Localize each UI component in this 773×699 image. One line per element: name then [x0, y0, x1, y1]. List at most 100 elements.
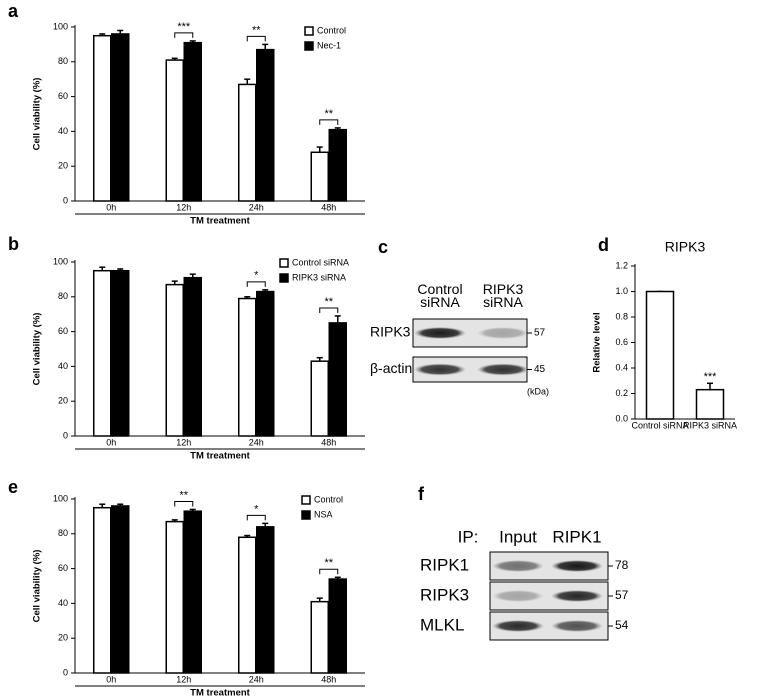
row-label: MLKL	[420, 615, 464, 634]
bar	[238, 83, 257, 202]
bar	[256, 48, 275, 202]
y-tick-label: 40	[58, 598, 68, 608]
x-axis-label: TM treatment	[190, 451, 250, 462]
bar	[165, 520, 184, 674]
legend-swatch	[279, 273, 289, 283]
bar	[328, 128, 347, 202]
blot-band	[414, 327, 466, 339]
y-tick-label: 20	[58, 161, 68, 171]
blot-band	[477, 327, 529, 339]
legend-label: NSA	[314, 509, 333, 519]
chart-title: RIPK3	[665, 239, 706, 255]
y-tick-label: 80	[58, 291, 68, 301]
bar	[310, 360, 329, 437]
blot-band	[492, 590, 544, 602]
significance-label: **	[324, 108, 333, 120]
significance-label: ***	[704, 371, 718, 383]
x-tick-label: Control siRNA	[631, 420, 688, 430]
panel-label: f	[418, 484, 425, 504]
legend-label: Nec-1	[317, 40, 341, 50]
legend-swatch	[301, 510, 311, 520]
x-tick-label: 0h	[106, 674, 116, 684]
kda-label: 54	[615, 618, 629, 632]
bar	[310, 600, 329, 674]
x-axis-label: TM treatment	[190, 688, 250, 699]
bar	[93, 269, 112, 437]
significance-label: **	[252, 24, 261, 36]
x-tick-label: 48h	[321, 674, 336, 684]
y-axis-label: Cell viability (%)	[32, 313, 43, 386]
x-tick-label: 24h	[249, 202, 264, 212]
y-tick-label: 0.8	[615, 311, 628, 321]
blot-band	[551, 560, 603, 572]
row-label: RIPK3	[420, 585, 469, 604]
significance-label: **	[179, 489, 188, 501]
panel-label: d	[598, 235, 609, 255]
legend-label: Control	[317, 25, 346, 35]
x-tick-label: 48h	[321, 202, 336, 212]
bar	[695, 388, 725, 420]
y-tick-label: 0.2	[615, 388, 628, 398]
bar	[238, 297, 257, 437]
x-tick-label: 0h	[106, 202, 116, 212]
x-tick-label: 0h	[106, 437, 116, 447]
y-tick-label: 20	[58, 396, 68, 406]
ip-label: IP:	[458, 527, 479, 546]
y-tick-label: 0	[63, 667, 68, 677]
kda-label: 45	[534, 364, 546, 375]
x-tick-label: 12h	[176, 674, 191, 684]
y-tick-label: 1.0	[615, 286, 628, 296]
y-tick-label: 40	[58, 126, 68, 136]
x-tick-label: 12h	[176, 202, 191, 212]
significance-bracket	[246, 514, 266, 521]
bar	[111, 33, 130, 202]
lane-label: siRNA	[483, 294, 523, 310]
legend-swatch	[304, 26, 314, 36]
bar	[93, 34, 112, 202]
blot-band	[414, 363, 466, 376]
bar	[328, 578, 347, 674]
lane-label: Control	[417, 281, 462, 297]
y-tick-label: 0.0	[615, 413, 628, 423]
significance-bracket	[319, 119, 339, 125]
y-tick-label: 0	[63, 195, 68, 205]
x-tick-label: 24h	[249, 674, 264, 684]
significance-label: *	[254, 270, 259, 282]
x-tick-label: 48h	[321, 437, 336, 447]
significance-bracket	[319, 568, 339, 575]
y-tick-label: 0.4	[615, 362, 628, 372]
significance-bracket	[246, 35, 266, 42]
row-label: RIPK3	[370, 324, 411, 340]
significance-label: **	[324, 296, 333, 308]
significance-bracket	[174, 32, 194, 38]
legend-label: RIPK3 siRNA	[292, 272, 346, 282]
y-tick-label: 60	[58, 91, 68, 101]
blot-band	[551, 590, 603, 602]
significance-bracket	[319, 307, 339, 313]
legend-swatch	[304, 41, 314, 51]
legend-swatch	[279, 258, 289, 268]
panel-label: a	[8, 1, 19, 21]
bar	[183, 276, 202, 437]
y-axis-label: Cell viability (%)	[32, 550, 43, 623]
bar	[165, 283, 184, 437]
bar	[238, 536, 257, 674]
x-axis-label: TM treatment	[190, 216, 250, 227]
panel-label: c	[378, 237, 388, 257]
y-tick-label: 100	[53, 493, 68, 503]
y-tick-label: 60	[58, 326, 68, 336]
y-tick-label: 40	[58, 361, 68, 371]
significance-label: ***	[177, 21, 191, 33]
bar	[183, 510, 202, 674]
lane-label: RIPK3	[483, 281, 524, 297]
bar	[183, 41, 202, 202]
x-tick-label: RIPK3 siRNA	[683, 420, 737, 430]
panel-label: e	[8, 477, 18, 497]
y-tick-label: 60	[58, 563, 68, 573]
bar	[328, 322, 347, 437]
bar	[256, 526, 275, 674]
x-tick-label: 12h	[176, 437, 191, 447]
lane-label: RIPK1	[552, 527, 601, 546]
y-tick-label: 20	[58, 633, 68, 643]
